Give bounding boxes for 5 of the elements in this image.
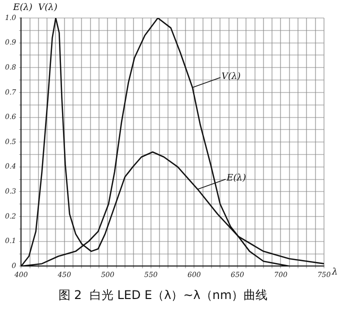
y-axis-title: E(λ) V(λ) — [12, 2, 58, 13]
annotation: E(λ) — [226, 174, 246, 184]
text: 图 2 白光 LED E（λ）~λ（nm）曲线 — [58, 288, 268, 302]
x-axis-title: λ — [331, 268, 338, 278]
annotation: V(λ) — [221, 72, 242, 82]
